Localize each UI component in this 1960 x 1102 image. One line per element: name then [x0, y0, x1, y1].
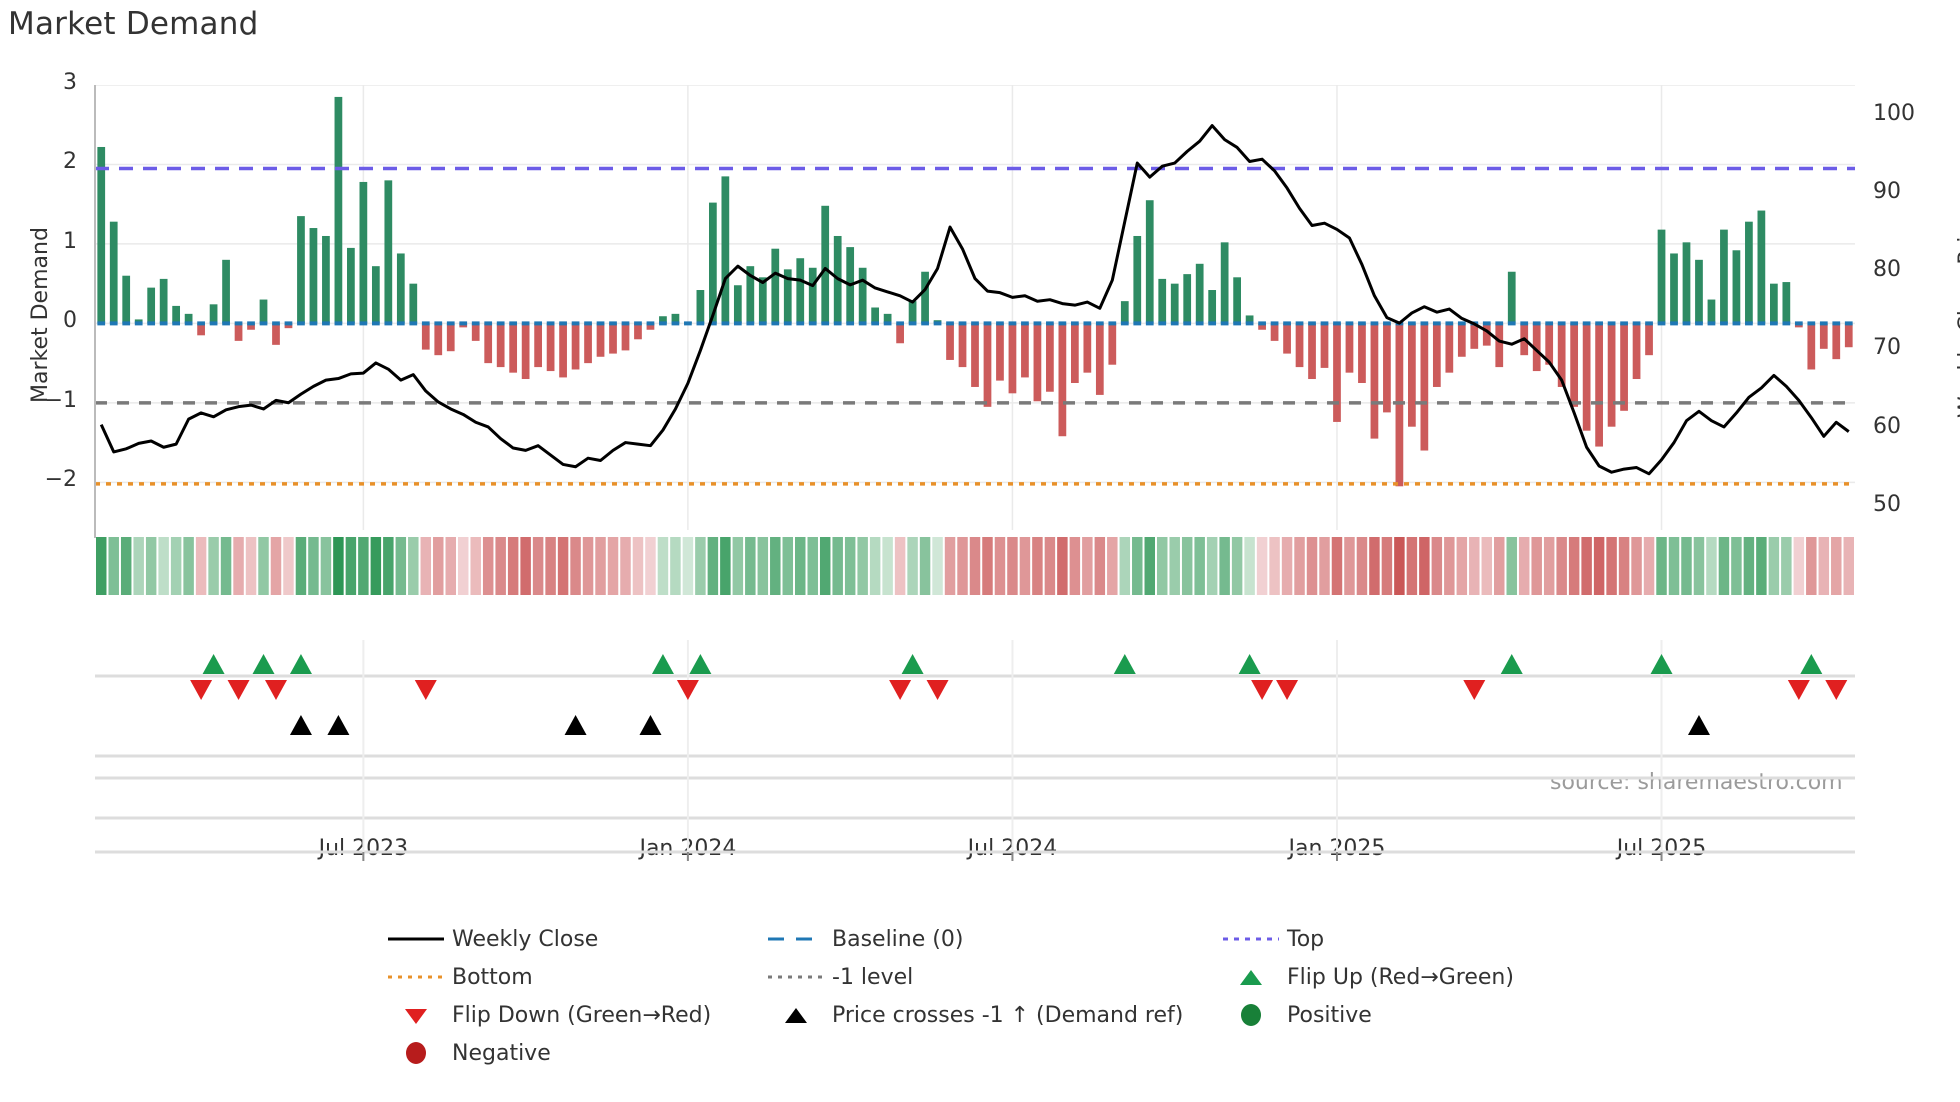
legend-label: Flip Down (Green→Red) [452, 1002, 712, 1028]
legend-item-flip-down[interactable]: Flip Down (Green→Red) [380, 996, 760, 1034]
legend-label: Negative [452, 1040, 551, 1066]
flip-down-marker [1787, 680, 1810, 700]
flip-up-marker [689, 654, 712, 674]
y-tick-right: 50 [1873, 491, 1901, 517]
legend-label: -1 level [832, 964, 914, 990]
y-tick-right: 90 [1873, 179, 1901, 205]
y-axis-left-label: Market Demand [28, 226, 53, 403]
chart-legend: Weekly Close Baseline (0) Top Bottom [380, 920, 1780, 1072]
flip-up-marker [202, 654, 225, 674]
legend-item-bottom[interactable]: Bottom [380, 958, 760, 996]
legend-spacer [1215, 1034, 1615, 1072]
flip-up-marker [1500, 654, 1523, 674]
legend-row: Weekly Close Baseline (0) Top [380, 920, 1780, 958]
line-solid-black-icon [380, 932, 452, 946]
flip-down-marker [1463, 680, 1486, 700]
y-tick-right: 70 [1873, 335, 1901, 361]
triangle-up-black-icon [760, 1005, 832, 1025]
legend-row: Negative [380, 1034, 1780, 1072]
flip-up-marker [252, 654, 275, 674]
y-tick-left: 0 [63, 308, 77, 334]
demand-heatmap-strip [95, 537, 1855, 595]
legend-item-flip-up[interactable]: Flip Up (Red→Green) [1215, 958, 1615, 996]
legend-item-positive[interactable]: Positive [1215, 996, 1615, 1034]
flip-up-marker [1238, 654, 1261, 674]
y-axis-spine [94, 85, 96, 538]
legend-item-top[interactable]: Top [1215, 920, 1615, 958]
y-tick-left: 2 [63, 149, 77, 175]
main-plot [95, 85, 1855, 530]
y-tick-left: −2 [44, 467, 77, 493]
flip-down-marker [926, 680, 949, 700]
flip-down-marker [414, 680, 437, 700]
price-cross-marker [327, 715, 350, 735]
flip-down-marker [676, 680, 699, 700]
source-attribution: source: sharemaestro.com [1550, 770, 1843, 795]
circle-green-icon [1215, 1002, 1287, 1028]
flip-down-marker [889, 680, 912, 700]
y-tick-right: 60 [1873, 413, 1901, 439]
price-cross-marker [564, 715, 587, 735]
flip-down-marker [1251, 680, 1274, 700]
line-dotted-gray-icon [760, 970, 832, 984]
legend-item-minus-one-level[interactable]: -1 level [760, 958, 1215, 996]
legend-label: Bottom [452, 964, 533, 990]
flip-down-marker [190, 680, 213, 700]
y-tick-left: 1 [63, 228, 77, 254]
price-cross-marker [1687, 715, 1710, 735]
legend-label: Price crosses -1 ↑ (Demand ref) [832, 1002, 1184, 1028]
line-dashed-blue-icon [760, 932, 832, 946]
flip-up-marker [1650, 654, 1673, 674]
page-title: Market Demand [8, 6, 259, 42]
line-dotted-orange-icon [380, 970, 452, 984]
y-axis-right-label: Weekly Close Price [1955, 210, 1960, 418]
triangle-down-red-icon [380, 1005, 452, 1025]
triangle-up-green-icon [1215, 967, 1287, 987]
flip-down-marker [1276, 680, 1299, 700]
line-dotted-purple-icon [1215, 932, 1287, 946]
lower-gridlines [95, 760, 1855, 861]
legend-label: Positive [1287, 1002, 1372, 1028]
y-tick-right: 80 [1873, 257, 1901, 283]
price-cross-marker [289, 715, 312, 735]
y-tick-left: 3 [63, 70, 77, 95]
legend-label: Baseline (0) [832, 926, 964, 952]
flip-down-marker [1825, 680, 1848, 700]
y-tick-left: −1 [44, 387, 77, 413]
legend-label: Flip Up (Red→Green) [1287, 964, 1514, 990]
price-cross-marker [639, 715, 662, 735]
legend-row: Bottom -1 level Flip Up (Red→Green) [380, 958, 1780, 996]
flip-up-marker [1113, 654, 1136, 674]
flip-up-marker [1800, 654, 1823, 674]
legend-spacer [760, 1034, 1215, 1072]
marker-rows [95, 640, 1855, 760]
flip-up-marker [901, 654, 924, 674]
flip-up-marker [289, 654, 312, 674]
flip-down-marker [264, 680, 287, 700]
legend-item-weekly-close[interactable]: Weekly Close [380, 920, 760, 958]
legend-row: Flip Down (Green→Red) Price crosses -1 ↑… [380, 996, 1780, 1034]
circle-red-icon [380, 1040, 452, 1066]
legend-label: Top [1287, 926, 1325, 952]
flip-up-marker [651, 654, 674, 674]
flip-down-marker [227, 680, 250, 700]
legend-item-price-cross[interactable]: Price crosses -1 ↑ (Demand ref) [760, 996, 1215, 1034]
legend-item-baseline[interactable]: Baseline (0) [760, 920, 1215, 958]
plot-canvas [95, 85, 1855, 530]
legend-label: Weekly Close [452, 926, 599, 952]
y-tick-right: 100 [1873, 101, 1915, 127]
legend-item-negative[interactable]: Negative [380, 1034, 760, 1072]
